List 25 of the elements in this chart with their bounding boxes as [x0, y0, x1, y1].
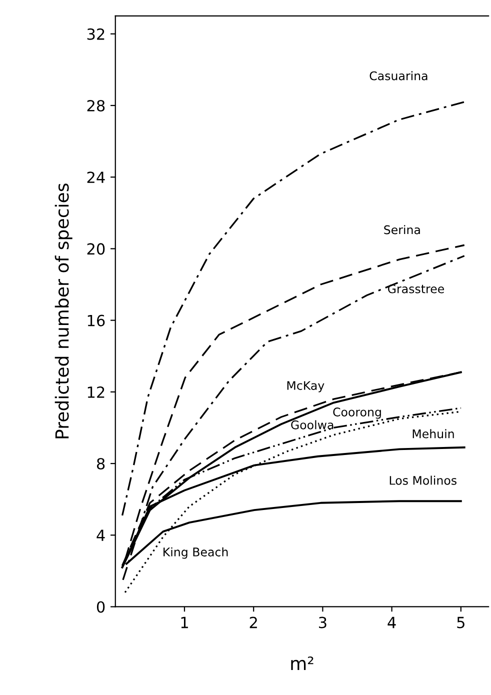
y-tick-label: 0	[96, 601, 105, 613]
series-label: McKay	[287, 381, 324, 392]
y-tick-label: 32	[87, 28, 104, 40]
x-tick-label: 3	[319, 616, 326, 628]
x-tick-label: 2	[250, 616, 257, 628]
y-tick-label: 16	[88, 314, 105, 326]
y-tick-label: 4	[96, 530, 105, 541]
series-label: Serina	[384, 225, 420, 234]
x-tick-label: 1	[181, 616, 188, 628]
series-label: Coorong	[333, 408, 381, 419]
text: Casuarina	[370, 71, 428, 80]
y-tick-label: 28	[87, 100, 105, 112]
series-label: Grasstree	[388, 284, 444, 294]
y-tick-label: 20	[87, 243, 105, 255]
series-label: Goolwa	[291, 420, 334, 430]
y-axis-title: Predicted number of species	[54, 184, 72, 438]
series-label: King Beach	[164, 547, 228, 559]
y-tick-label: 12	[88, 386, 104, 398]
y-tick-label: 8	[96, 458, 105, 470]
x-axis-title: m²	[291, 656, 314, 670]
y-tick-label: 24	[87, 172, 105, 183]
x-tick-label: 5	[457, 616, 464, 628]
series-label: Mehuin	[412, 429, 454, 438]
series-label: Los Molinos	[390, 476, 456, 485]
x-tick-label: 4	[388, 616, 396, 628]
